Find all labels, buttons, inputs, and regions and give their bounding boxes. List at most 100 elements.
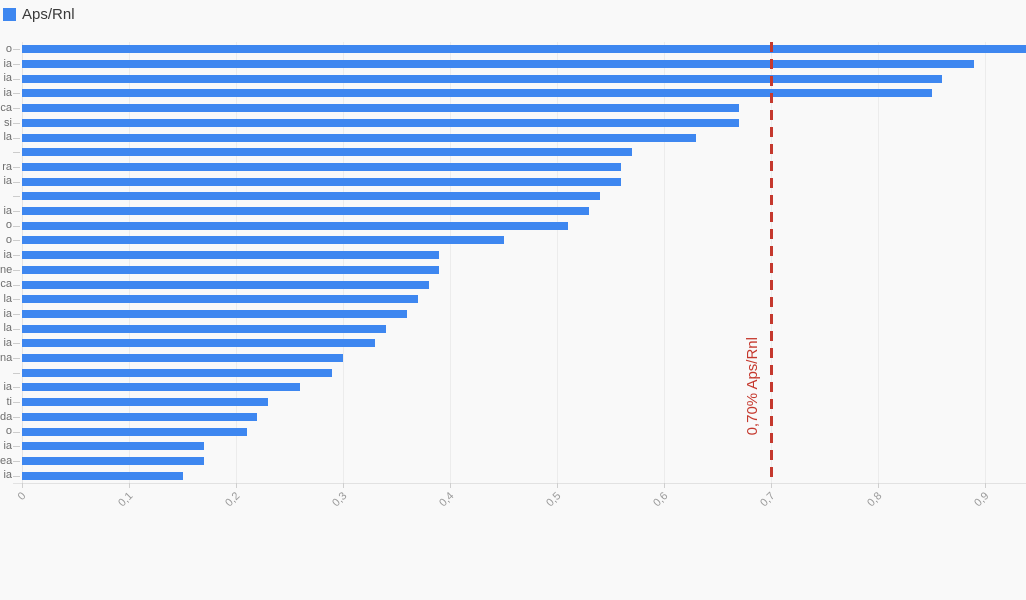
chart-row: ne [0, 263, 1026, 278]
threshold-line [770, 42, 773, 483]
bar[interactable] [22, 133, 697, 142]
category-tick [13, 49, 20, 51]
bar[interactable] [22, 251, 440, 260]
chart-row: ia [0, 468, 1026, 483]
bar[interactable] [22, 368, 333, 377]
category-tick [13, 431, 20, 433]
bar[interactable] [22, 324, 386, 333]
category-tick [13, 343, 20, 345]
bar[interactable] [22, 236, 504, 245]
category-label: la [3, 322, 12, 335]
chart-row: ia [0, 57, 1026, 72]
bar[interactable] [22, 148, 632, 157]
category-tick [13, 181, 20, 183]
bar[interactable] [22, 265, 440, 274]
category-tick [13, 358, 20, 360]
bar[interactable] [22, 60, 975, 69]
legend[interactable]: Aps/Rnl [3, 5, 75, 23]
gridline [129, 42, 130, 483]
category-tick [13, 64, 20, 66]
category-label: ne [0, 263, 13, 276]
chart-row: ia [0, 174, 1026, 189]
category-label: si [4, 116, 12, 129]
category-tick [13, 416, 20, 418]
bar[interactable] [22, 162, 622, 171]
bar[interactable] [22, 383, 301, 392]
category-tick [13, 122, 20, 124]
category-tick [13, 387, 20, 389]
category-tick [13, 255, 20, 257]
category-tick [13, 152, 20, 154]
legend-swatch-icon [3, 7, 16, 21]
bar[interactable] [22, 221, 568, 230]
category-label: la [3, 131, 12, 144]
bar[interactable] [22, 74, 943, 83]
threshold-label: 0,70% Aps/Rnl [744, 337, 761, 436]
category-tick [13, 225, 20, 227]
gridline [450, 42, 451, 483]
x-axis-label: 0,1 [116, 490, 136, 510]
x-axis-tick [450, 483, 451, 488]
category-tick [13, 402, 20, 404]
chart-row: ra [0, 160, 1026, 175]
bar[interactable] [22, 354, 343, 363]
x-axis-tick [771, 483, 772, 488]
category-label: o [5, 43, 12, 55]
bar[interactable] [22, 412, 258, 421]
bar[interactable] [22, 295, 418, 304]
bar[interactable] [22, 118, 739, 127]
bar[interactable] [22, 45, 1026, 54]
bar[interactable] [22, 339, 376, 348]
category-label: na [0, 351, 13, 364]
category-tick [13, 328, 20, 330]
category-tick [13, 372, 20, 374]
plot-area: o ia ia ia ca si la ra ia ia o o ia ne ca la ia la ia na ia t… [0, 42, 1026, 483]
chart-row [0, 189, 1026, 204]
chart-row: ca [0, 277, 1026, 292]
x-axis-label: 0,7 [758, 490, 778, 510]
category-label: ia [3, 307, 12, 320]
category-label: ia [3, 337, 12, 349]
category-label: ia [3, 72, 12, 85]
category-tick [13, 78, 20, 80]
gridline [22, 42, 23, 483]
x-axis-label: 0,2 [223, 490, 243, 510]
bar[interactable] [22, 456, 204, 465]
category-tick [13, 460, 20, 462]
category-label: o [5, 234, 12, 247]
chart-row: ia [0, 86, 1026, 101]
bar[interactable] [22, 442, 204, 451]
category-label: ia [3, 87, 12, 100]
bar[interactable] [22, 104, 739, 113]
category-tick [13, 446, 20, 448]
category-label: ia [3, 248, 12, 261]
x-axis-label: 0,9 [972, 490, 992, 510]
bar[interactable] [22, 471, 183, 480]
bar[interactable] [22, 89, 932, 98]
x-axis-tick [985, 483, 986, 488]
category-label: o [5, 425, 12, 438]
bar[interactable] [22, 207, 590, 216]
bar[interactable] [22, 280, 429, 289]
bar[interactable] [22, 427, 247, 436]
bar[interactable] [22, 398, 269, 407]
x-axis-tick [343, 483, 344, 488]
category-label: ia [3, 57, 12, 70]
chart-row: ia [0, 380, 1026, 395]
x-axis-label: 0 [15, 490, 29, 503]
chart-row: ia [0, 336, 1026, 351]
category-tick [13, 284, 20, 286]
chart-row: ia [0, 439, 1026, 454]
bar[interactable] [22, 309, 408, 318]
category-tick [13, 475, 20, 477]
category-tick [13, 211, 20, 213]
chart-row: ia [0, 248, 1026, 263]
x-axis-tick [22, 483, 23, 488]
x-axis-tick [664, 483, 665, 488]
x-axis-label: 0,5 [544, 490, 564, 510]
category-label: da [0, 410, 13, 423]
gridline [236, 42, 237, 483]
bar[interactable] [22, 192, 600, 201]
bar[interactable] [22, 177, 622, 186]
